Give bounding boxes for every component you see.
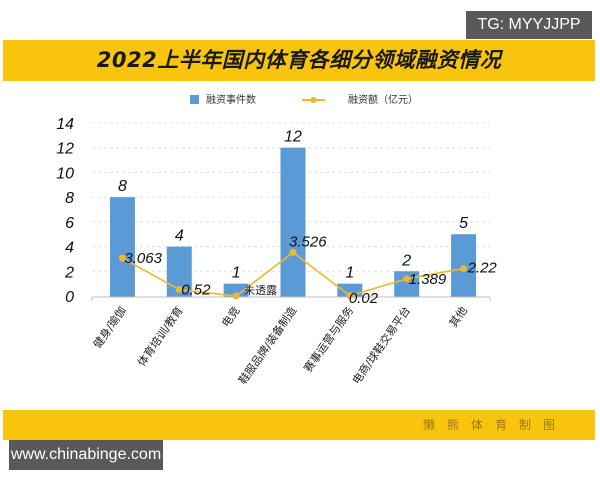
y-tick-label: 0 [65, 289, 74, 306]
tg-watermark-badge: TG: MYYJJPP [466, 11, 592, 39]
category-label: 赛事运营与服务 [301, 304, 357, 375]
line-value-label: 3.063 [124, 250, 162, 267]
bar-value-label: 1 [345, 265, 354, 282]
y-tick-label: 8 [65, 190, 74, 207]
line-marker [346, 292, 354, 300]
category-label: 电竞 [219, 304, 243, 330]
line-marker [403, 275, 411, 283]
bar-value-label: 5 [459, 215, 468, 232]
y-axis-ticks: 0 2 4 6 8 10 12 14 [56, 116, 74, 306]
url-watermark-badge: www.chinabinge.com [9, 440, 163, 470]
line-marker [460, 265, 468, 273]
category-label: 其他 [447, 304, 470, 329]
y-tick-label: 14 [56, 116, 74, 133]
bar-value-label: 8 [118, 178, 127, 195]
footer-banner: 懒熊体育制图 [3, 410, 595, 440]
legend: 融资事件数 融资额（亿元） [190, 93, 418, 106]
chart-title: 2022上半年国内体育各细分领域融资情况 [96, 48, 502, 72]
legend-line-marker [310, 97, 317, 103]
bar-value-label: 2 [401, 252, 411, 269]
bar-value-label: 12 [284, 129, 302, 146]
bar [109, 197, 135, 297]
bar [280, 147, 306, 297]
bar-series [109, 147, 477, 297]
line-marker [289, 248, 297, 256]
category-label: 健身/瑜伽 [90, 304, 129, 351]
y-tick-label: 10 [56, 165, 74, 182]
line-marker [118, 254, 126, 262]
y-tick-label: 2 [64, 264, 74, 281]
category-label: 鞋服品牌/装备制造 [235, 304, 299, 387]
line-marker [232, 292, 240, 300]
footer-credit: 懒熊体育制图 [422, 418, 567, 432]
title-banner: 2022上半年国内体育各细分领域融资情况 [3, 40, 595, 81]
line-value-label: 1.389 [409, 271, 447, 288]
legend-bar-label: 融资事件数 [206, 93, 256, 106]
bar-value-label: 4 [175, 228, 184, 245]
line-value-label: 3.526 [289, 233, 327, 250]
line-value-label: 0.52 [181, 282, 211, 299]
line-value-label: 2.22 [467, 260, 498, 277]
category-label: 电商/球鞋交易平台 [349, 304, 413, 387]
bar [223, 283, 249, 297]
line-marker [175, 286, 183, 294]
y-tick-label: 6 [65, 215, 74, 232]
legend-line-label: 融资额（亿元） [348, 93, 418, 106]
bar-value-label: 1 [232, 265, 241, 282]
legend-bar-swatch [190, 95, 199, 104]
category-label: 体育培训/教育 [134, 304, 185, 369]
y-tick-label: 4 [65, 240, 74, 257]
line-series [118, 248, 468, 300]
y-tick-label: 12 [56, 141, 74, 158]
line-value-label: 未透露 [244, 284, 277, 297]
line-value-label: 0.02 [349, 290, 379, 307]
